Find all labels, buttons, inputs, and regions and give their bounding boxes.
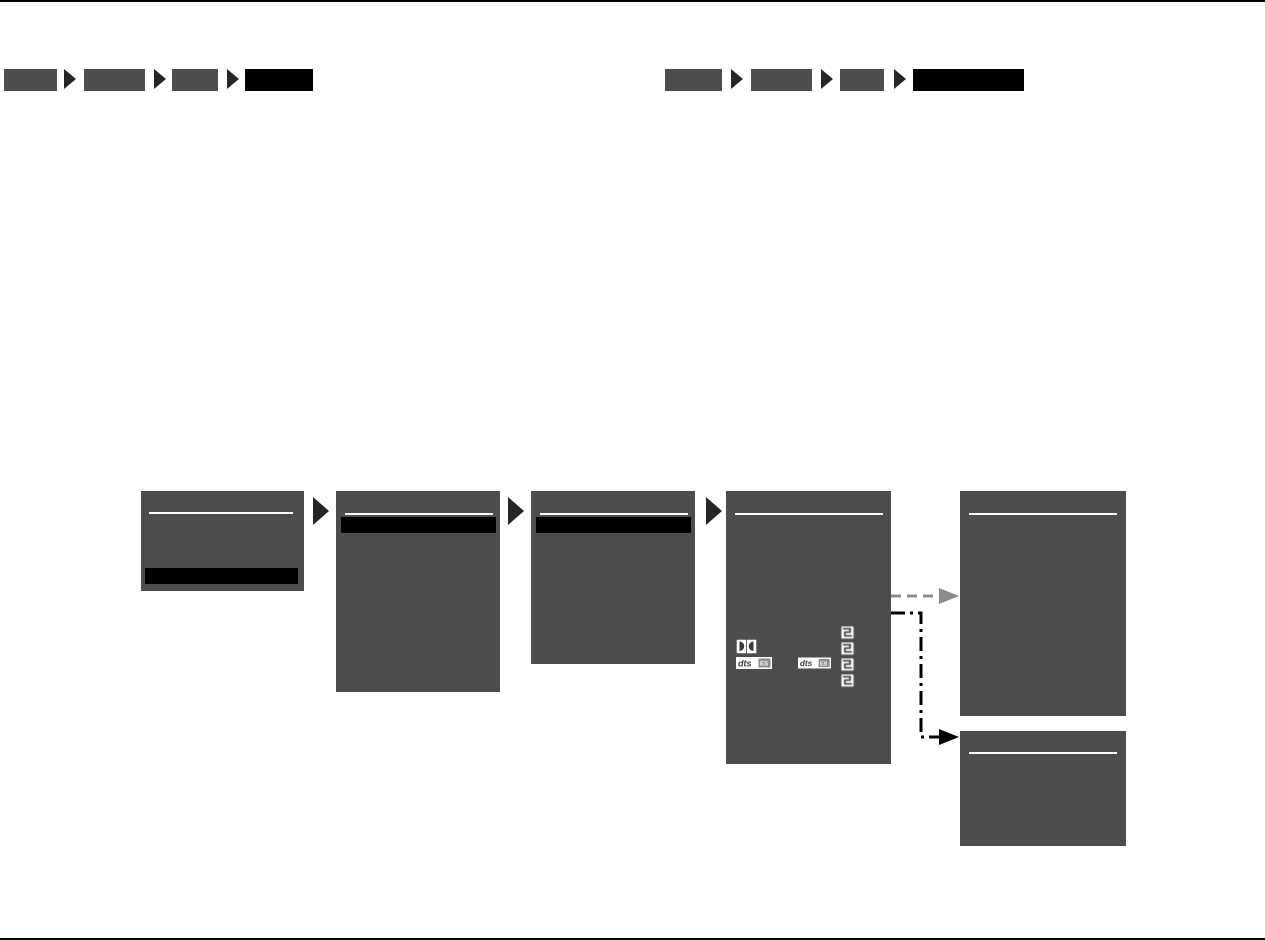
svg-text:dts: dts <box>800 659 813 668</box>
svg-text:dts: dts <box>738 659 752 669</box>
svg-text:ES: ES <box>760 662 768 668</box>
svg-text:ES: ES <box>820 661 828 667</box>
